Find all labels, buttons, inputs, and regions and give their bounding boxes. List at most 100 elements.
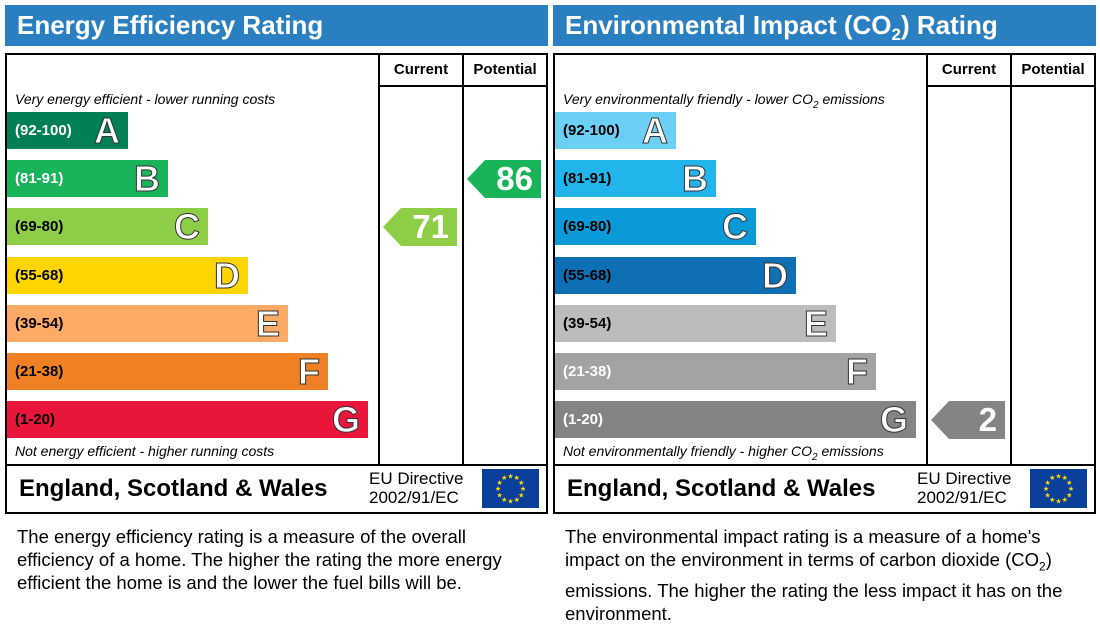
band-a: (92-100) A <box>555 110 676 152</box>
current-column-header: Current <box>393 61 449 78</box>
divider <box>926 85 1094 87</box>
band-c: (69-80) C <box>555 206 756 248</box>
band-letter: F <box>846 351 869 393</box>
divider <box>378 55 380 464</box>
potential-column-header: Potential <box>1021 61 1085 78</box>
band-b: (81-91) B <box>555 158 716 200</box>
divider <box>462 55 464 464</box>
star-icon: ★ <box>1043 485 1049 493</box>
panel-title: Environmental Impact (CO2) Rating <box>553 5 1096 46</box>
band-letter: F <box>298 351 321 393</box>
directive-line-1: EU Directive <box>917 469 1012 488</box>
current-rating-arrow: 71 <box>383 207 457 246</box>
eu-flag-icon: ★ ★★★★★★★★★★★ <box>1030 469 1087 508</box>
band-letter: A <box>642 110 669 152</box>
eu-flag-icon: ★ ★★★★★★★★★★★ <box>482 469 539 508</box>
top-note: Very energy efficient - lower running co… <box>15 91 276 107</box>
star-icon: ★ <box>514 496 520 504</box>
star-icon: ★ <box>507 473 513 481</box>
star-icon: ★ <box>507 498 513 506</box>
star-icon: ★ <box>497 491 503 499</box>
top-note: Very environmentally friendly - lower CO… <box>563 91 885 111</box>
star-icon: ★ <box>1055 473 1061 481</box>
star-icon: ★ <box>514 474 520 482</box>
star-icon: ★ <box>1045 491 1051 499</box>
band-letter: E <box>255 302 280 344</box>
band-range-label: (55-68) <box>15 266 64 284</box>
band-letter: A <box>94 110 121 152</box>
divider <box>1010 55 1012 464</box>
band-letter: B <box>134 158 161 200</box>
directive-line-1: EU Directive <box>369 469 464 488</box>
current-rating-value: 71 <box>412 207 449 245</box>
band-range-label: (1-20) <box>563 411 604 429</box>
note-suffix: emissions <box>817 443 884 459</box>
directive-line-2: 2002/91/EC <box>369 488 459 507</box>
title-prefix: Environmental Impact (CO <box>565 10 892 40</box>
band-g: (1-20) G <box>7 399 368 441</box>
star-icon: ★ <box>1055 498 1061 506</box>
arrow-fill <box>467 159 541 198</box>
divider <box>926 55 928 464</box>
band-e: (39-54) E <box>7 302 288 344</box>
band-range-label: (69-80) <box>563 218 612 236</box>
arrow-shape <box>383 207 457 246</box>
band-letter: G <box>879 399 908 441</box>
star-icon: ★ <box>1062 496 1068 504</box>
band-letter: D <box>762 254 789 296</box>
band-letter: E <box>803 302 828 344</box>
band-d: (55-68) D <box>555 254 796 296</box>
band-range-label: (69-80) <box>15 218 64 236</box>
band-range-label: (92-100) <box>563 122 620 139</box>
arrow-fill <box>931 400 1005 439</box>
note-suffix: emissions <box>818 91 885 107</box>
divider <box>555 464 1094 466</box>
band-range-label: (1-20) <box>15 411 56 429</box>
panel-title: Energy Efficiency Rating <box>5 5 548 46</box>
description-prefix: The environmental impact rating is a mea… <box>565 526 1041 570</box>
arrow-shape <box>931 400 1005 439</box>
arrow-shape <box>467 159 541 198</box>
star-icon: ★ <box>1066 479 1072 487</box>
band-range-label: (39-54) <box>563 314 612 332</box>
rating-table: Current Potential Very energy efficient … <box>5 53 548 514</box>
band-f: (21-38) F <box>7 351 328 393</box>
potential-rating-value: 86 <box>496 159 533 197</box>
bottom-note: Not environmentally friendly - higher CO… <box>563 443 884 463</box>
band-range-label: (21-38) <box>563 363 612 380</box>
band-range-label: (39-54) <box>15 314 64 332</box>
band-g: (1-20) G <box>555 399 916 441</box>
band-letter: C <box>722 206 749 248</box>
divider <box>378 85 546 87</box>
star-icon: ★ <box>520 485 526 493</box>
band-letter: B <box>682 158 709 200</box>
note-prefix: Not environmentally friendly - higher CO <box>563 443 812 459</box>
star-icon: ★ <box>1049 496 1055 504</box>
eu-directive-label: EU Directive 2002/91/EC <box>369 469 463 507</box>
band-range-label: (21-38) <box>15 363 64 380</box>
star-icon: ★ <box>501 474 507 482</box>
title-suffix: ) Rating <box>900 10 998 40</box>
current-column-header: Current <box>941 61 997 78</box>
potential-column-header: Potential <box>473 61 537 78</box>
band-range-label: (81-91) <box>15 170 64 188</box>
star-icon: ★ <box>1062 474 1068 482</box>
band-e: (39-54) E <box>555 302 836 344</box>
country-label: England, Scotland & Wales <box>567 475 876 502</box>
star-icon: ★ <box>518 479 524 487</box>
band-range-label: (92-100) <box>15 122 72 139</box>
band-d: (55-68) D <box>7 254 248 296</box>
band-f: (21-38) F <box>555 351 876 393</box>
directive-line-2: 2002/91/EC <box>917 488 1007 507</box>
current-rating-arrow: 2 <box>931 400 1005 439</box>
star-icon: ★ <box>518 491 524 499</box>
star-icon: ★ <box>1045 479 1051 487</box>
country-label: England, Scotland & Wales <box>19 475 328 502</box>
current-rating-value: 2 <box>978 400 997 438</box>
arrow-fill <box>383 207 457 246</box>
note-prefix: Very environmentally friendly - lower CO <box>563 91 814 107</box>
title-subscript: 2 <box>891 25 901 45</box>
energy-efficiency-panel: Energy Efficiency Rating Current Potenti… <box>5 5 552 616</box>
potential-rating-arrow: 86 <box>467 159 541 198</box>
environmental-impact-panel: Environmental Impact (CO2) Rating Curren… <box>553 5 1100 624</box>
